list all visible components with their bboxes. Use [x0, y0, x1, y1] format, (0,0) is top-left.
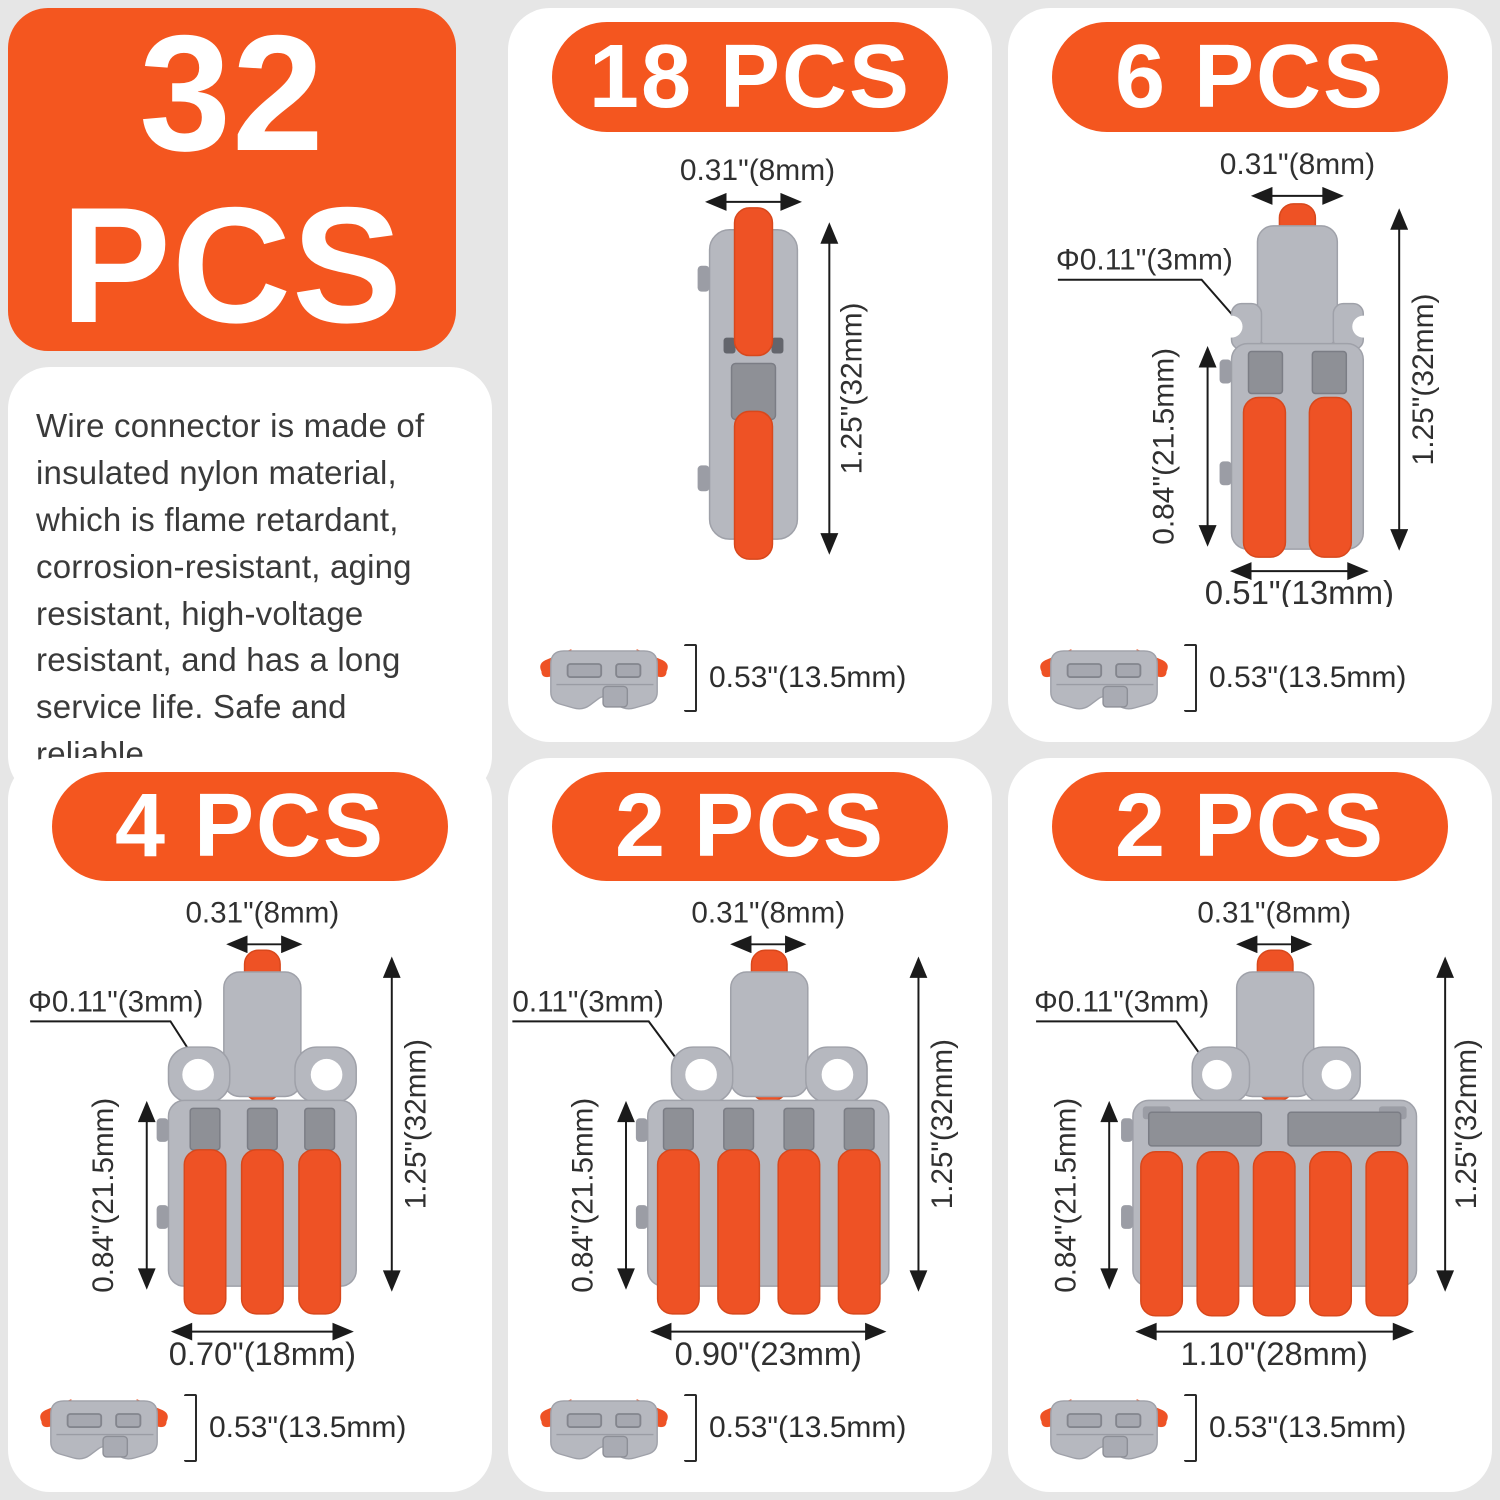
side-height-label: 0.53"(13.5mm) — [1209, 1411, 1407, 1445]
description-card: Wire connector is made of insulated nylo… — [8, 367, 492, 799]
count-badge-4pcs: 4 PCS — [52, 772, 448, 881]
connector-diagram-1to4: 0.31"(8mm) 0.11"(3mm) — [512, 896, 959, 1372]
total-count-number: 32 — [139, 1, 325, 185]
side-height-label: 0.53"(13.5mm) — [1209, 661, 1407, 694]
height-bracket — [1184, 644, 1197, 712]
dim-hole-label: Φ0.11"(3mm) — [28, 985, 203, 1018]
count-badge-2pcs-4way: 2 PCS — [552, 772, 948, 881]
dim-top-label: 0.31"(8mm) — [1220, 148, 1375, 181]
connector-side-view-icon — [1034, 636, 1174, 720]
side-view-row: 0.53"(13.5mm) — [1034, 1383, 1492, 1474]
dim-width-label: 0.90"(23mm) — [675, 1335, 862, 1372]
count-badge-18pcs: 18 PCS — [552, 22, 948, 132]
dim-top-label: 0.31"(8mm) — [1197, 896, 1351, 929]
side-view-row: 0.53"(13.5mm) — [34, 1383, 492, 1474]
panel-18pcs: 18 PCS 0.31"(8mm) 1.25"(32mm) — [508, 8, 992, 742]
panel-2pcs-5way: 2 PCS 0.31"(8mm) Φ0.11"(3mm) — [1008, 758, 1492, 1492]
dim-height-label: 1.25"(32mm) — [1450, 1039, 1483, 1209]
description-text: Wire connector is made of insulated nylo… — [36, 407, 425, 773]
panel-6pcs: 6 PCS 0.31"(8mm) Φ0.11"(3mm) — [1008, 8, 1492, 742]
dim-hole-label: 0.11"(3mm) — [512, 985, 664, 1018]
dim-width-label: 0.70"(18mm) — [169, 1335, 356, 1372]
connector-diagram-1to2: 0.31"(8mm) Φ0.11"(3mm) — [1056, 148, 1440, 607]
dim-width-label: 1.10"(28mm) — [1181, 1335, 1368, 1372]
side-height-label: 0.53"(13.5mm) — [709, 1411, 907, 1445]
height-bracket — [684, 1394, 697, 1463]
connector-diagram-1to5: 0.31"(8mm) Φ0.11"(3mm) — [1034, 896, 1483, 1372]
panel-2pcs-4way: 2 PCS 0.31"(8mm) 0.11"(3mm) — [508, 758, 992, 1492]
connector-top-view-icon — [697, 207, 799, 560]
dim-top-label: 0.31"(8mm) — [185, 896, 339, 929]
panel-4pcs: 4 PCS 0.31"(8mm) Φ0.11"(3mm) — [8, 758, 492, 1492]
connector-side-view-icon — [34, 1386, 174, 1470]
dim-top-label: 0.31"(8mm) — [691, 896, 845, 929]
connector-side-view-icon — [534, 636, 674, 720]
dim-height-label: 1.25"(32mm) — [926, 1039, 959, 1209]
dim-width-label: 0.51"(13mm) — [1205, 574, 1394, 607]
dim-inner-label: 0.84"(21.5mm) — [566, 1098, 599, 1293]
connector-side-view-icon — [534, 1386, 674, 1470]
summary-cell: 32 PCS Wire connector is made of insulat… — [8, 1, 492, 799]
dim-hole-label: Φ0.11"(3mm) — [1056, 244, 1233, 277]
side-view-row: 0.53"(13.5mm) — [1034, 632, 1492, 724]
connector-front-view-icon — [1219, 203, 1375, 558]
dim-inner-label: 0.84"(21.5mm) — [1050, 1098, 1083, 1293]
side-view-row: 0.53"(13.5mm) — [534, 1383, 992, 1474]
total-count-badge: 32 PCS — [8, 1, 456, 357]
connector-front-view-icon — [1121, 949, 1418, 1317]
connector-front-view-icon — [156, 949, 357, 1315]
count-badge-6pcs: 6 PCS — [1052, 22, 1448, 132]
side-height-label: 0.53"(13.5mm) — [209, 1411, 407, 1445]
dim-hole-label: Φ0.11"(3mm) — [1034, 985, 1209, 1018]
connector-side-view-icon — [1034, 1386, 1174, 1470]
total-count-unit: PCS — [60, 172, 404, 357]
dim-height-label: 1.25"(32mm) — [835, 303, 868, 475]
height-bracket — [184, 1394, 197, 1463]
connector-diagram-1to1: 0.31"(8mm) 1.25"(32mm) — [680, 154, 868, 560]
side-view-row: 0.53"(13.5mm) — [534, 632, 992, 724]
height-bracket — [1184, 1394, 1197, 1463]
dim-height-label: 1.25"(32mm) — [399, 1039, 432, 1209]
dim-inner-label: 0.84"(21.5mm) — [87, 1098, 120, 1293]
dim-height-label: 1.25"(32mm) — [1407, 294, 1440, 466]
side-height-label: 0.53"(13.5mm) — [709, 661, 907, 694]
count-badge-2pcs-5way: 2 PCS — [1052, 772, 1448, 881]
height-bracket — [684, 644, 697, 712]
connector-front-view-icon — [635, 949, 890, 1315]
dim-inner-label: 0.84"(21.5mm) — [1148, 348, 1181, 545]
dim-top-label: 0.31"(8mm) — [680, 154, 835, 187]
connector-diagram-1to3: 0.31"(8mm) Φ0.11"(3mm) — [28, 896, 432, 1372]
